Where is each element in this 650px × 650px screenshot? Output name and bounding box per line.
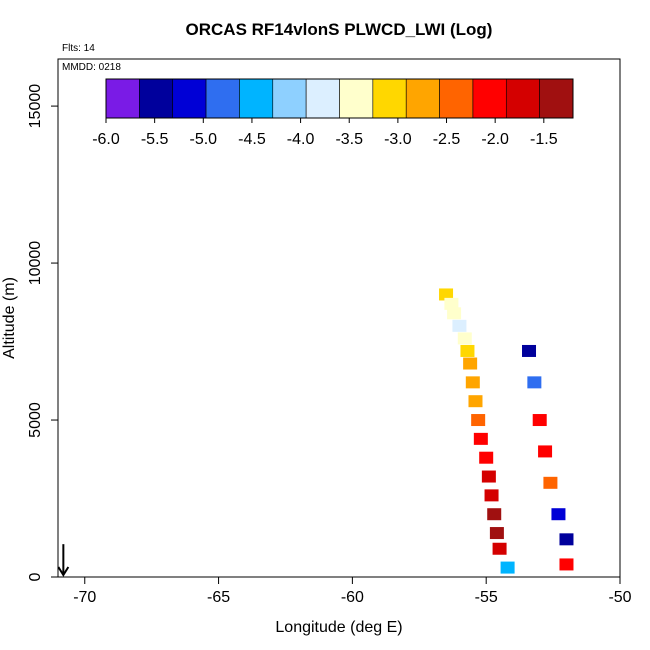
data-cell (487, 508, 502, 521)
data-cell (527, 376, 542, 389)
data-cell (471, 414, 486, 427)
data-cell (492, 542, 507, 555)
data-cell (489, 527, 504, 540)
mmdd-annotation: MMDD: 0218 (62, 62, 121, 73)
colorbar-tick-label: -3.5 (335, 131, 363, 148)
colorbar-swatch (272, 78, 307, 119)
colorbar-swatch (205, 78, 240, 119)
y-axis-label: Altitude (m) (1, 277, 18, 359)
data-cell (447, 307, 462, 320)
colorbar-swatch (139, 78, 174, 119)
colorbar-frame (105, 78, 574, 119)
plot-area (439, 288, 574, 574)
data-cell (444, 297, 459, 310)
colorbar-tick-label: -5.5 (141, 131, 169, 148)
chart-title: ORCAS RF14vlonS PLWCD_LWI (Log) (186, 20, 493, 39)
data-cell (559, 558, 574, 571)
colorbar-swatch (105, 78, 140, 119)
data-cell (439, 288, 454, 301)
arrow-marker (57, 544, 70, 577)
y-axis: 0 5000 10000 15000 (27, 84, 58, 581)
y-tick-label: 5000 (27, 402, 44, 438)
colorbar: -6.0 -5.5 -5.0 -4.5 -4.0 -3.5 -3.0 -2.5 -2.0 -1.5 (92, 78, 574, 148)
data-cell (500, 561, 515, 574)
colorbar-swatch (239, 78, 274, 119)
colorbar-swatch (472, 78, 507, 119)
data-cell (465, 376, 480, 389)
colorbar-swatch (539, 78, 574, 119)
colorbar-tick-label: -3.0 (384, 131, 412, 148)
y-tick-label: 10000 (27, 241, 44, 286)
colorbar-swatch (172, 78, 207, 119)
colorbar-swatch (372, 78, 407, 119)
data-cell (532, 414, 547, 427)
colorbar-tick-label: -6.0 (92, 131, 120, 148)
data-cell (551, 508, 566, 521)
data-cell (522, 344, 537, 357)
y-tick-label: 15000 (27, 84, 44, 129)
colorbar-swatch (305, 78, 340, 119)
x-tick-label: -50 (608, 589, 631, 606)
data-cell (463, 357, 478, 370)
y-tick-label: 0 (27, 572, 44, 581)
x-axis-label: Longitude (deg E) (275, 619, 402, 636)
x-axis: -70 -65 -60 -55 -50 (73, 577, 632, 606)
data-cell (479, 451, 494, 464)
flights-annotation: Flts: 14 (62, 43, 95, 54)
data-cell (473, 432, 488, 445)
colorbar-swatch (505, 78, 540, 119)
colorbar-tick-label: -5.0 (190, 131, 218, 148)
colorbar-tick-label: -4.0 (287, 131, 315, 148)
data-cell (481, 470, 496, 483)
data-cell (538, 445, 553, 458)
x-tick-label: -65 (207, 589, 230, 606)
data-cell (543, 476, 558, 489)
colorbar-tick-label: -2.5 (433, 131, 461, 148)
plot-frame (57, 58, 621, 578)
colorbar-tick-label: -2.0 (481, 131, 509, 148)
data-cell (460, 344, 475, 357)
data-cell (559, 533, 574, 546)
x-tick-label: -70 (73, 589, 96, 606)
colorbar-swatch (439, 78, 474, 119)
colorbar-swatch (405, 78, 440, 119)
data-cell (457, 332, 472, 345)
data-cell (468, 395, 483, 408)
data-cell (452, 319, 467, 332)
colorbar-swatch (339, 78, 374, 119)
colorbar-tick-label: -4.5 (238, 131, 266, 148)
colorbar-tick-label: -1.5 (530, 131, 558, 148)
arrow-head (57, 566, 70, 577)
data-cell (484, 489, 499, 502)
x-tick-label: -55 (475, 589, 498, 606)
x-tick-label: -60 (341, 589, 364, 606)
